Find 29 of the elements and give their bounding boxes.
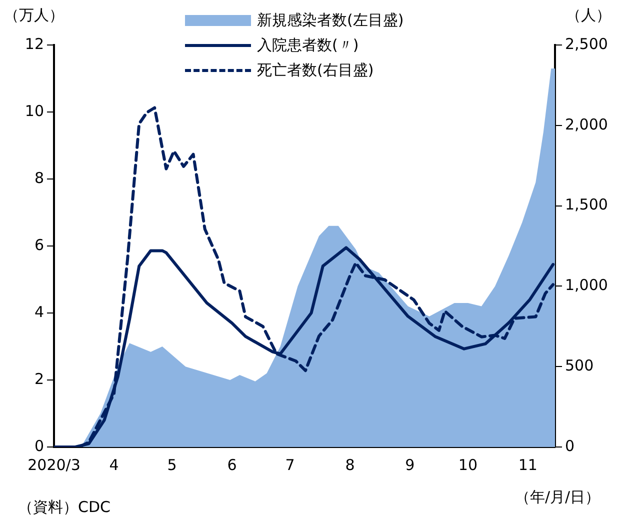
x-tick-label: 11 bbox=[518, 456, 538, 474]
y-tick-label: 4 bbox=[34, 302, 44, 321]
y2-tick-label: 500 bbox=[565, 356, 594, 374]
x-tick-label: 7 bbox=[285, 456, 295, 474]
y-tick-label: 2 bbox=[34, 370, 44, 388]
y-tick-label: 0 bbox=[34, 436, 44, 455]
y-axis-title: （万人） bbox=[4, 6, 64, 25]
legend-label: 入院患者数(〃) bbox=[257, 36, 359, 55]
legend-label: 死亡者数(右目盛) bbox=[257, 61, 374, 80]
x-tick-label: 9 bbox=[405, 456, 415, 474]
y-tick-label: 6 bbox=[34, 236, 44, 254]
y2-tick-label: 2,500 bbox=[565, 34, 608, 53]
x-tick-label: 10 bbox=[458, 456, 478, 474]
y2-tick-label: 1,500 bbox=[565, 196, 608, 214]
y-tick-label: 12 bbox=[24, 34, 44, 53]
legend-label: 新規感染者数(左目盛) bbox=[257, 11, 404, 30]
y-tick-label: 8 bbox=[34, 168, 44, 187]
y2-tick-label: 1,000 bbox=[565, 276, 608, 294]
y-tick-label: 10 bbox=[24, 102, 44, 120]
x-tick-label: 8 bbox=[345, 456, 355, 474]
x-tick-label: 5 bbox=[167, 456, 177, 474]
y2-tick-label: 2,000 bbox=[565, 115, 608, 134]
x-axis-title: （年/月/日） bbox=[515, 488, 600, 507]
x-tick-label: 6 bbox=[227, 456, 237, 474]
text: （資料）CDC bbox=[18, 498, 110, 516]
y2-axis-title: （人） bbox=[566, 6, 611, 25]
x-tick-label: 4 bbox=[109, 456, 119, 474]
y2-tick-label: 0 bbox=[565, 436, 575, 455]
x-tick-label: 2020/3 bbox=[28, 456, 80, 474]
